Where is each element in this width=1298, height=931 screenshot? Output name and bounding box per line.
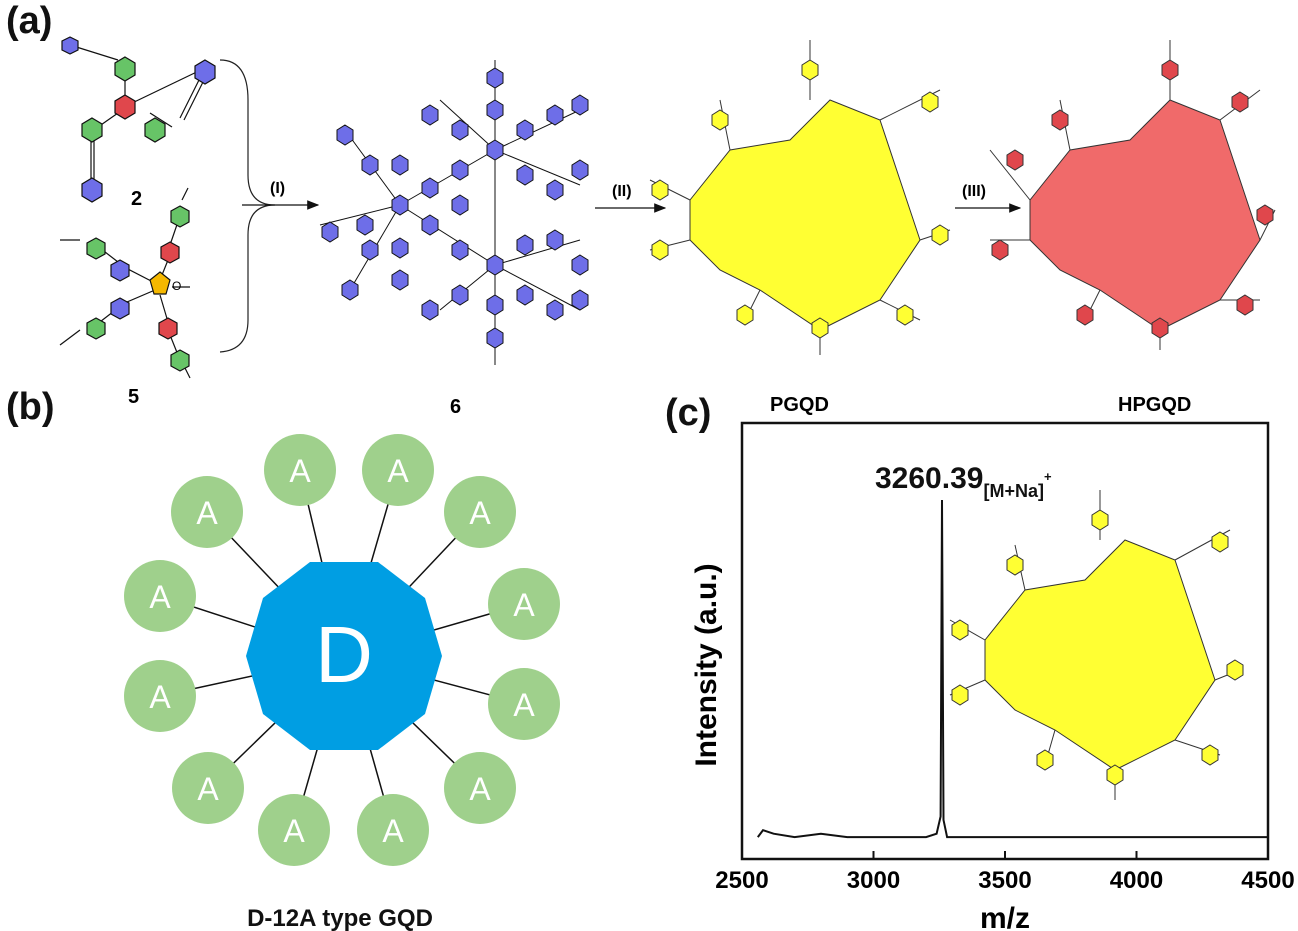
acceptor-node [362, 434, 434, 506]
acceptor-node [357, 794, 429, 866]
donor-label: D [315, 610, 373, 699]
peak-charge: + [1044, 469, 1052, 484]
acceptor-label: A [149, 679, 171, 715]
hpgqd-label: HPGQD [1118, 394, 1191, 416]
acceptor-label: A [149, 579, 171, 615]
donor-core [246, 562, 442, 750]
y-axis-title: Intensity (a.u.) [690, 563, 723, 766]
step-1-label: (I) [270, 180, 285, 197]
compound-2-structure [61, 36, 216, 203]
reaction-scheme: 2 O 5 (I) [59, 36, 1276, 418]
x-tick-label: 4500 [1241, 867, 1294, 894]
acceptor-node [264, 434, 336, 506]
d12a-diagram: D A A A A A A A A A A A A D-12A type GQD [124, 434, 560, 931]
panel-a-label: (a) [6, 0, 53, 42]
pgqd-label: PGQD [770, 394, 829, 416]
acceptor-node [444, 476, 516, 548]
x-tick-label: 3000 [847, 867, 900, 894]
carbonyl-o-label: O [172, 279, 181, 293]
acceptor-node [488, 568, 560, 640]
peak-ion: [M+Na] [983, 481, 1044, 501]
acceptor-label: A [283, 813, 305, 849]
spectrum-series [757, 499, 1268, 839]
panel-b-label: (b) [6, 386, 55, 428]
acceptor-label: A [382, 813, 404, 849]
pgqd-structure [649, 40, 951, 355]
x-tick-label: 4000 [1110, 867, 1163, 894]
acceptor-label: A [469, 771, 491, 807]
diagram-caption: D-12A type GQD [247, 905, 433, 931]
acceptor-nodes [124, 434, 560, 866]
acceptor-label: A [469, 495, 491, 531]
compound-5-structure [59, 187, 191, 379]
acceptor-label: A [197, 771, 219, 807]
peak-annotation: 3260.39[M+Na]+ [875, 462, 1052, 501]
acceptor-node [258, 794, 330, 866]
acceptor-node [171, 476, 243, 548]
reactant-bracket [219, 59, 276, 353]
acceptor-node [124, 560, 196, 632]
acceptor-node [488, 668, 560, 740]
acceptor-label: A [387, 453, 409, 489]
x-tick-label: 3500 [978, 867, 1031, 894]
x-axis-title: m/z [980, 902, 1030, 931]
mass-spectrum-chart: 2500 3000 3500 4000 4500 3260.39[M+Na]+ m/z … [690, 421, 1295, 931]
panel-c-label: (c) [665, 392, 712, 434]
acceptor-node [172, 752, 244, 824]
acceptor-node [124, 660, 196, 732]
compound-5-label: 5 [128, 386, 139, 408]
acceptor-label: A [196, 495, 218, 531]
inset-pgqd-structure [949, 490, 1244, 800]
acceptor-label: A [513, 687, 535, 723]
acceptor-label: A [289, 453, 311, 489]
compound-6-label: 6 [450, 396, 461, 418]
x-ticks: 2500 3000 3500 4000 4500 [715, 851, 1295, 894]
compound-6-structure [319, 60, 589, 365]
step-2-label: (II) [612, 183, 632, 200]
peak-value: 3260.39 [875, 462, 983, 495]
compound-2-label: 2 [131, 188, 142, 210]
hpgqd-structure [989, 40, 1276, 350]
acceptor-node [444, 752, 516, 824]
x-tick-label: 2500 [715, 867, 768, 894]
step-3-label: (III) [962, 183, 986, 200]
acceptor-label: A [513, 587, 535, 623]
